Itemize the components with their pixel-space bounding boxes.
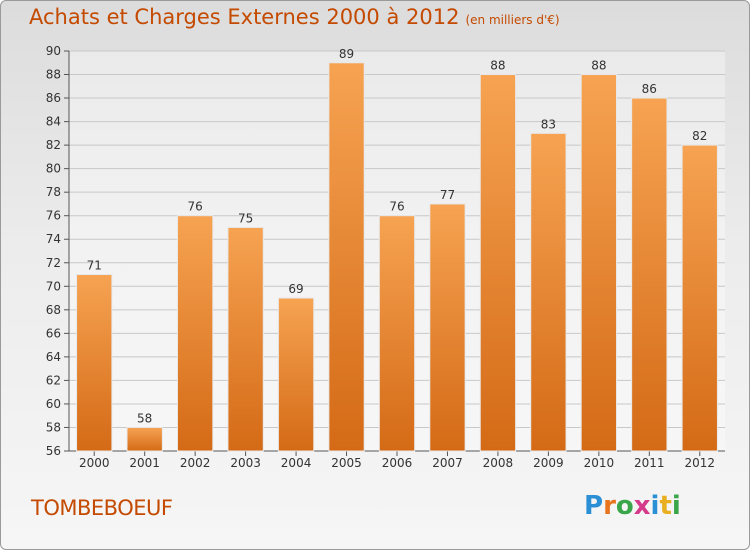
x-tick-label: 2003 (230, 456, 261, 470)
logo-letter: r (603, 491, 616, 521)
bar (479, 74, 517, 452)
bar-value-label: 75 (238, 211, 253, 225)
y-tick-label: 86 (46, 91, 61, 105)
x-tick-label: 2008 (483, 456, 514, 470)
y-tick-label: 56 (46, 444, 61, 458)
y-tick-label: 68 (46, 303, 61, 317)
x-tick-label: 2001 (129, 456, 160, 470)
x-tick-label: 2009 (533, 456, 564, 470)
x-tick-label: 2002 (180, 456, 211, 470)
y-tick-label: 64 (46, 350, 61, 364)
bar (429, 203, 466, 452)
y-tick-label: 62 (46, 373, 61, 387)
bar-value-label: 76 (389, 200, 404, 214)
x-tick-label: 2004 (281, 456, 312, 470)
y-tick-label: 70 (46, 279, 61, 293)
bar-value-label: 82 (692, 129, 707, 143)
bar (681, 144, 718, 452)
bar-value-label: 86 (642, 82, 657, 96)
bar-value-label: 71 (87, 259, 102, 273)
logo-letter: o (615, 491, 634, 521)
logo-letter: P (584, 491, 604, 521)
bar (328, 62, 365, 452)
bar-value-label: 58 (137, 411, 152, 425)
bar (126, 426, 163, 452)
y-tick-label: 90 (46, 44, 61, 58)
commune-name: TOMBEBOEUF (31, 496, 173, 520)
logo-letter: x (633, 491, 651, 521)
bar (530, 132, 567, 452)
bar (227, 226, 264, 452)
y-tick-label: 74 (46, 232, 61, 246)
value-labels: 71 58 76 75 69 89 76 77 88 83 88 86 82 (87, 47, 708, 426)
proxiti-logo[interactable]: Proxiti (584, 491, 681, 521)
bar (378, 215, 416, 452)
axes: 56 58 60 62 64 66 68 70 72 74 76 78 80 82 84 86 88 90 2000… (46, 44, 725, 470)
y-tick-label: 60 (46, 397, 61, 411)
x-tick-label: 2000 (79, 456, 110, 470)
y-tick-label: 58 (46, 420, 61, 434)
y-tick-label: 80 (46, 162, 61, 176)
y-tick-label: 88 (46, 68, 61, 82)
x-tick-label: 2006 (382, 456, 413, 470)
bar (176, 215, 214, 452)
logo-letter: i (650, 491, 660, 521)
bar-value-label: 77 (440, 188, 455, 202)
title-text: Achats et Charges Externes 2000 à 2012 (29, 5, 460, 29)
x-tick-label: 2010 (584, 456, 615, 470)
chart-subtitle: (en milliers d'€) (465, 13, 560, 27)
bar-value-label: 69 (288, 282, 303, 296)
x-tick-label: 2005 (331, 456, 362, 470)
logo-letter: i (671, 491, 681, 521)
x-tick-label: 2011 (634, 456, 665, 470)
chart-title: Achats et Charges Externes 2000 à 2012 (e… (29, 5, 560, 29)
bar (631, 97, 668, 452)
bar (76, 274, 113, 452)
bar-value-label: 76 (188, 200, 203, 214)
bar-value-label: 83 (541, 117, 556, 131)
bar-value-label: 88 (490, 59, 505, 73)
y-tick-label: 76 (46, 209, 61, 223)
y-tick-label: 78 (46, 185, 61, 199)
y-tick-label: 84 (46, 115, 61, 129)
bar (580, 74, 618, 452)
bars (76, 62, 718, 452)
y-tick-label: 72 (46, 256, 61, 270)
x-tick-label: 2012 (684, 456, 715, 470)
logo-letter: t (659, 491, 672, 521)
y-tick-label: 66 (46, 326, 61, 340)
bar-value-label: 88 (591, 59, 606, 73)
y-tick-label: 82 (46, 138, 61, 152)
bar-value-label: 89 (339, 47, 354, 61)
bar (277, 297, 315, 452)
x-tick-label: 2007 (432, 456, 463, 470)
